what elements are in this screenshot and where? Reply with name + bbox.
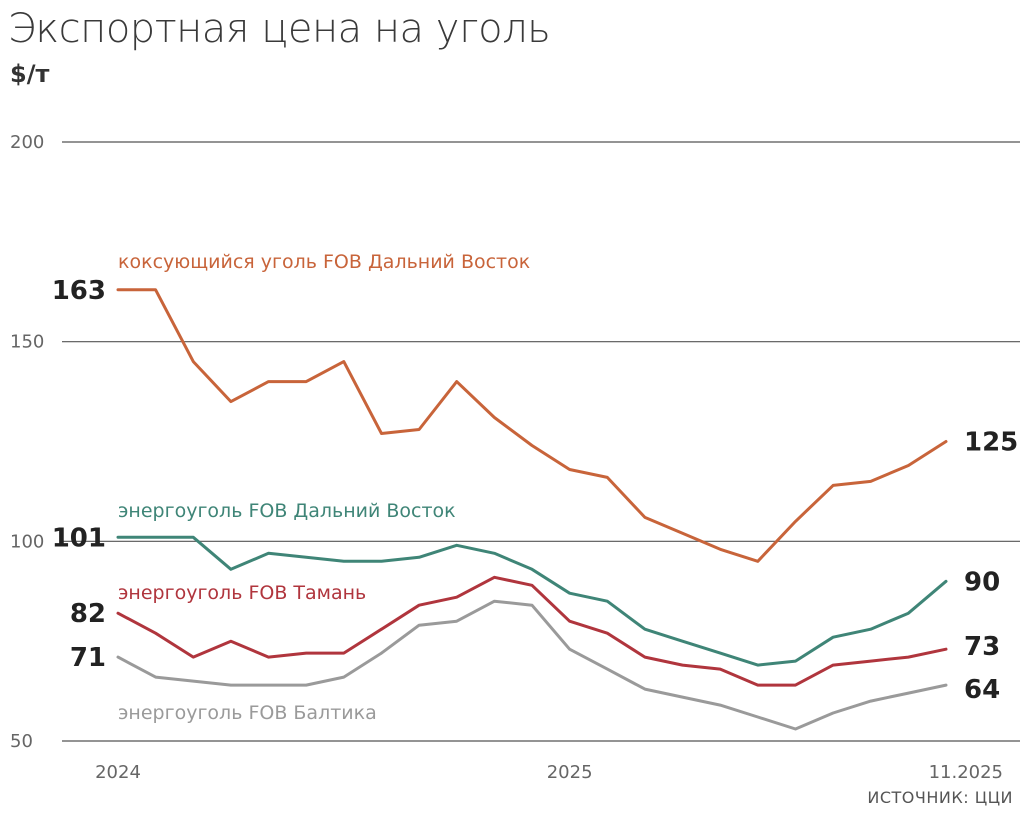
grid-layer: 50 100 150 200 bbox=[10, 132, 1020, 752]
source-note: ИСТОЧНИК: ЦЦИ bbox=[867, 788, 1013, 807]
end-value-label-3: 64 bbox=[964, 675, 1000, 705]
series-line-3 bbox=[116, 599, 948, 731]
end-value-label-1: 90 bbox=[964, 567, 1000, 597]
start-value-label-1: 101 bbox=[52, 523, 106, 553]
end-value-label-0: 125 bbox=[964, 428, 1018, 458]
y-tick-label-150: 150 bbox=[10, 332, 44, 353]
x-tick-label-0: 2024 bbox=[95, 762, 141, 783]
start-value-label-0: 163 bbox=[52, 276, 106, 306]
x-axis-ticks: 2024 2025 11.2025 bbox=[95, 762, 1003, 783]
y-tick-label-200: 200 bbox=[10, 132, 44, 153]
unit-label: $/т bbox=[10, 60, 50, 88]
series-name-0: коксующийся уголь FOB Дальний Восток bbox=[118, 251, 530, 273]
series-line-1 bbox=[116, 535, 948, 667]
x-tick-label-2: 11.2025 bbox=[929, 762, 1003, 783]
series-labels: коксующийся уголь FOB Дальний Восток 163 1… bbox=[52, 251, 1019, 724]
x-tick-label-1: 2025 bbox=[547, 762, 593, 783]
y-tick-label-100: 100 bbox=[10, 531, 44, 552]
end-value-label-2: 73 bbox=[964, 632, 1000, 662]
start-value-label-3: 71 bbox=[70, 643, 106, 673]
start-value-label-2: 82 bbox=[70, 599, 106, 629]
series-lines bbox=[116, 288, 948, 731]
series-line-2 bbox=[116, 575, 948, 687]
series-name-2: энергоуголь FOB Тамань bbox=[118, 582, 366, 604]
series-line-0 bbox=[116, 288, 948, 563]
series-name-1: энергоуголь FOB Дальний Восток bbox=[118, 500, 456, 522]
y-tick-label-50: 50 bbox=[10, 731, 33, 752]
series-name-3: энергоуголь FOB Балтика bbox=[118, 702, 377, 724]
chart-title: Экспортная цена на уголь bbox=[8, 6, 551, 52]
